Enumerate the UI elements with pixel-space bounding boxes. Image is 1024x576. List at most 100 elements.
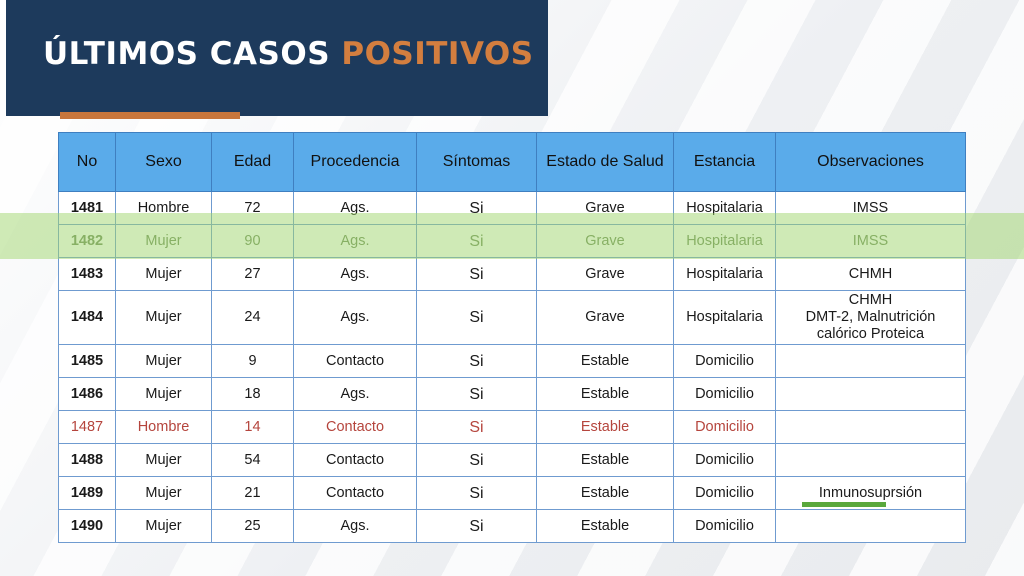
table-row: 1490 Mujer 25 Ags. Si Estable Domicilio [58, 509, 966, 543]
cell-no: 1484 [58, 290, 116, 345]
column-header-estancia: Estancia [673, 132, 776, 192]
cell-observaciones [775, 509, 966, 543]
title-banner: ÚLTIMOS CASOS POSITIVOS [6, 0, 548, 116]
cell-procedencia: Ags. [293, 509, 417, 543]
cell-sintomas: Si [416, 410, 537, 444]
cell-sintomas: Si [416, 191, 537, 225]
cell-edad: 24 [211, 290, 294, 345]
cell-sintomas: Si [416, 377, 537, 411]
cell-no: 1486 [58, 377, 116, 411]
column-header-observaciones: Observaciones [775, 132, 966, 192]
column-header-sexo: Sexo [115, 132, 212, 192]
cell-procedencia: Ags. [293, 377, 417, 411]
table-row: 1487 Hombre 14 Contacto Si Estable Domic… [58, 410, 966, 444]
table-row: 1482 Mujer 90 Ags. Si Grave Hospitalaria… [58, 224, 966, 258]
cell-no: 1485 [58, 344, 116, 378]
cell-sintomas: Si [416, 443, 537, 477]
cell-no: 1482 [58, 224, 116, 258]
cell-estado: Grave [536, 290, 674, 345]
cell-observaciones: CHMH DMT-2, Malnutrición calórico Protei… [775, 290, 966, 345]
cell-estancia: Domicilio [673, 476, 776, 510]
cell-estado: Estable [536, 377, 674, 411]
cell-sintomas: Si [416, 476, 537, 510]
observation-line: CHMH [848, 292, 893, 308]
title-accent: POSITIVOS [341, 36, 534, 72]
cell-sexo: Mujer [115, 344, 212, 378]
cell-sexo: Hombre [115, 410, 212, 444]
cell-sintomas: Si [416, 224, 537, 258]
cell-edad: 21 [211, 476, 294, 510]
cell-sexo: Mujer [115, 443, 212, 477]
cell-estado: Grave [536, 191, 674, 225]
observation-underline-mark [802, 502, 886, 507]
slide-title: ÚLTIMOS CASOS POSITIVOS [43, 36, 534, 72]
cell-observaciones: IMSS [775, 224, 966, 258]
cell-estancia: Hospitalaria [673, 290, 776, 345]
cell-estado: Estable [536, 344, 674, 378]
table-row: 1484 Mujer 24 Ags. Si Grave Hospitalaria… [58, 290, 966, 345]
title-underline [60, 112, 240, 119]
cell-estancia: Hospitalaria [673, 224, 776, 258]
cell-sexo: Mujer [115, 290, 212, 345]
cell-sintomas: Si [416, 257, 537, 291]
cell-procedencia: Contacto [293, 344, 417, 378]
cell-estado: Grave [536, 257, 674, 291]
cell-observaciones [775, 443, 966, 477]
observation-line: calórico Proteica [816, 326, 925, 342]
title-main: ÚLTIMOS CASOS [43, 36, 331, 72]
cell-estancia: Domicilio [673, 509, 776, 543]
cell-edad: 54 [211, 443, 294, 477]
cell-no: 1487 [58, 410, 116, 444]
table-row: 1483 Mujer 27 Ags. Si Grave Hospitalaria… [58, 257, 966, 291]
table-row: 1481 Hombre 72 Ags. Si Grave Hospitalari… [58, 191, 966, 225]
cell-estado: Estable [536, 476, 674, 510]
cell-edad: 9 [211, 344, 294, 378]
cases-table: No Sexo Edad Procedencia Síntomas Estado… [58, 132, 966, 543]
cell-procedencia: Contacto [293, 476, 417, 510]
cell-estado: Estable [536, 443, 674, 477]
table-row: 1485 Mujer 9 Contacto Si Estable Domicil… [58, 344, 966, 378]
cell-estado: Grave [536, 224, 674, 258]
table-row: 1486 Mujer 18 Ags. Si Estable Domicilio [58, 377, 966, 411]
cell-sexo: Hombre [115, 191, 212, 225]
cell-no: 1483 [58, 257, 116, 291]
cell-no: 1490 [58, 509, 116, 543]
cell-no: 1481 [58, 191, 116, 225]
cell-no: 1488 [58, 443, 116, 477]
column-header-edad: Edad [211, 132, 294, 192]
cell-sexo: Mujer [115, 509, 212, 543]
table-header-row: No Sexo Edad Procedencia Síntomas Estado… [58, 132, 966, 192]
cell-sexo: Mujer [115, 377, 212, 411]
cell-sexo: Mujer [115, 476, 212, 510]
cell-edad: 27 [211, 257, 294, 291]
column-header-sintomas: Síntomas [416, 132, 537, 192]
cell-estado: Estable [536, 410, 674, 444]
cell-sexo: Mujer [115, 224, 212, 258]
cell-observaciones: IMSS [775, 191, 966, 225]
column-header-no: No [58, 132, 116, 192]
table-row: 1488 Mujer 54 Contacto Si Estable Domici… [58, 443, 966, 477]
cell-observaciones [775, 377, 966, 411]
cell-procedencia: Ags. [293, 290, 417, 345]
table-row: 1489 Mujer 21 Contacto Si Estable Domici… [58, 476, 966, 510]
cell-no: 1489 [58, 476, 116, 510]
cell-procedencia: Ags. [293, 224, 417, 258]
observation-line: DMT-2, Malnutrición [805, 309, 936, 325]
cell-estancia: Domicilio [673, 344, 776, 378]
cell-observaciones [775, 410, 966, 444]
cell-estancia: Domicilio [673, 410, 776, 444]
cell-sintomas: Si [416, 509, 537, 543]
cell-estancia: Domicilio [673, 377, 776, 411]
cell-sintomas: Si [416, 344, 537, 378]
cell-sintomas: Si [416, 290, 537, 345]
column-header-procedencia: Procedencia [293, 132, 417, 192]
cell-observaciones [775, 344, 966, 378]
cell-estancia: Hospitalaria [673, 257, 776, 291]
cell-procedencia: Contacto [293, 443, 417, 477]
cell-edad: 18 [211, 377, 294, 411]
cell-observaciones: CHMH [775, 257, 966, 291]
cell-estado: Estable [536, 509, 674, 543]
cell-edad: 25 [211, 509, 294, 543]
cell-estancia: Hospitalaria [673, 191, 776, 225]
cell-edad: 72 [211, 191, 294, 225]
